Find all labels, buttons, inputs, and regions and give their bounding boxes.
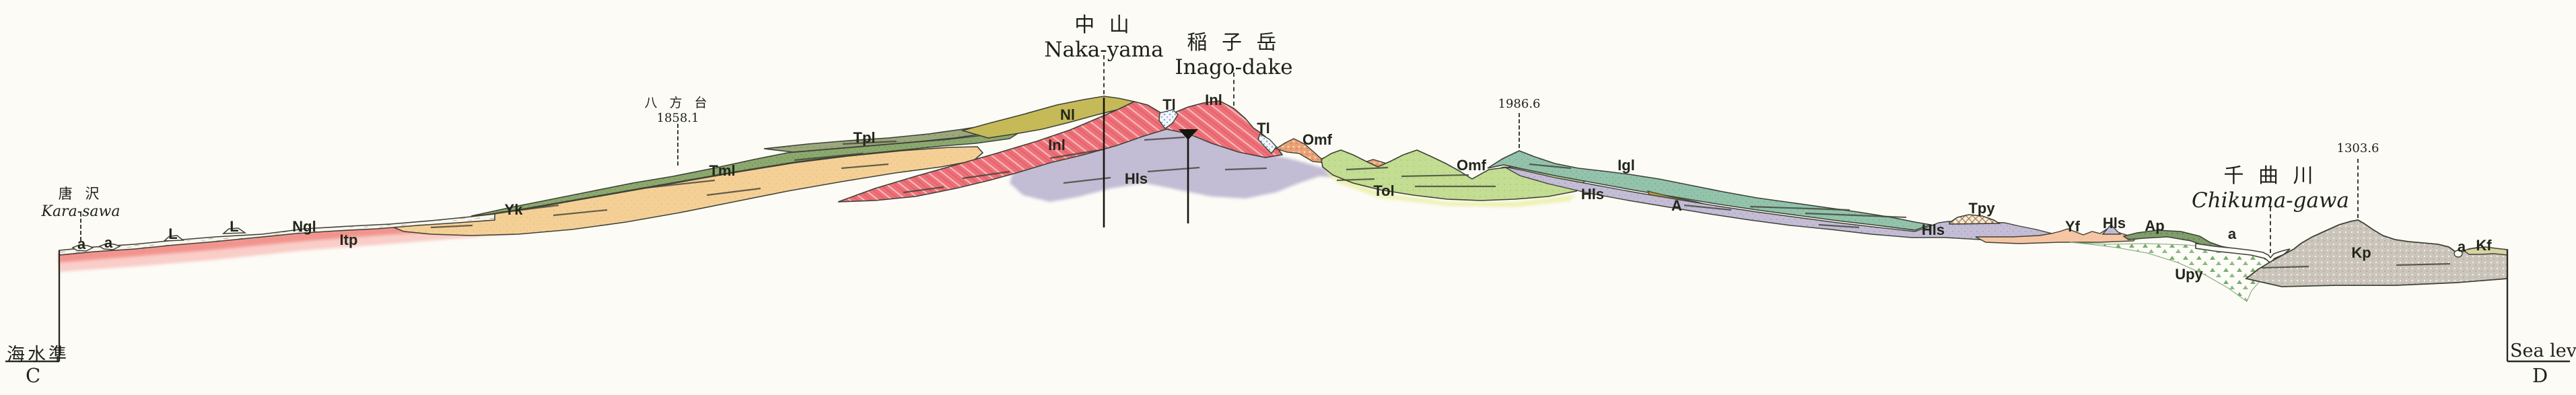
unit-tpy (1949, 214, 2001, 225)
sea-level-frame (5, 250, 2570, 363)
unit-tl-east (1257, 133, 1277, 155)
unit-a-river (2195, 243, 2291, 264)
unit-hls-central (1010, 128, 1346, 202)
unit-tl-west (1158, 109, 1179, 129)
unit-tol-fade (1323, 170, 1575, 207)
unit-a-lens-1 (71, 244, 94, 252)
unit-hls-bump (2101, 223, 2122, 235)
unit-ngl (59, 213, 495, 256)
unit-hls-east (1504, 166, 2053, 242)
unit-a-notch (2453, 250, 2463, 258)
unit-nl (961, 96, 1136, 139)
bedding-lines (430, 136, 2451, 269)
unit-l-mound-1 (162, 235, 185, 242)
fault-lines (1103, 98, 1198, 227)
fault-marker (1179, 129, 1198, 140)
unit-inl (837, 100, 1284, 203)
unit-l-mound-2 (221, 227, 247, 234)
unit-a-lens-2 (98, 243, 121, 250)
